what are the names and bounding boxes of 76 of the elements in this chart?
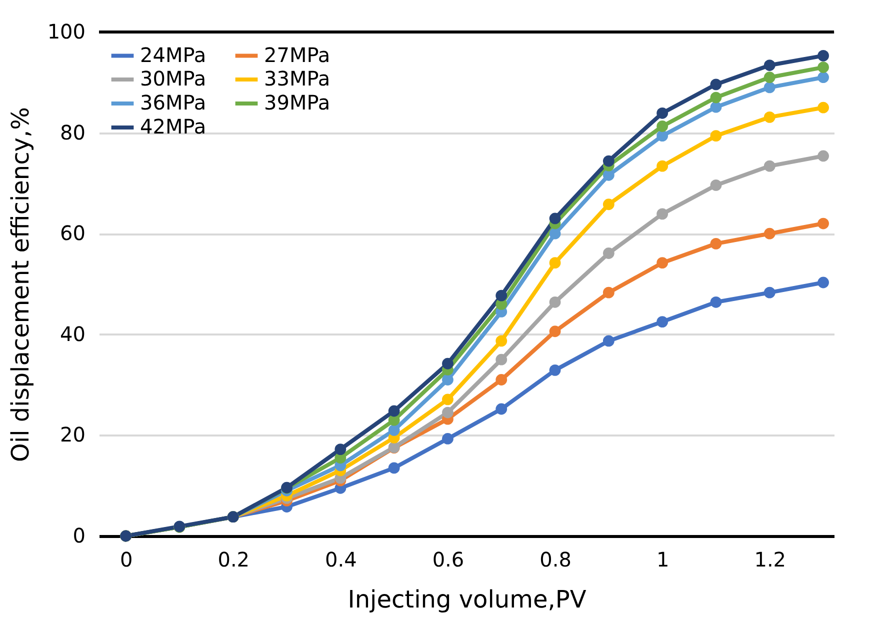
y-tick-label: 80 — [60, 120, 86, 144]
point — [496, 335, 508, 347]
x-tick-label: 0.4 — [325, 548, 357, 572]
point — [764, 60, 776, 71]
point — [656, 120, 668, 132]
point — [710, 130, 722, 142]
point — [656, 107, 668, 119]
point — [656, 208, 668, 220]
x-tick-label: 0 — [120, 548, 133, 572]
point — [549, 364, 561, 376]
point — [442, 358, 454, 370]
point — [710, 101, 722, 113]
x-tick-label: 0.6 — [432, 548, 464, 572]
point — [710, 296, 722, 308]
point — [764, 286, 776, 298]
x-tick-label: 1.2 — [754, 548, 786, 572]
y-tick-label: 100 — [47, 20, 86, 44]
legend-label: 27MPa — [264, 42, 330, 67]
point — [602, 155, 614, 167]
point — [764, 82, 776, 94]
x-tick-label: 0.2 — [218, 548, 250, 572]
point — [818, 276, 829, 288]
point — [388, 405, 400, 417]
point — [710, 238, 722, 250]
point — [602, 169, 614, 181]
point — [818, 102, 829, 114]
y-tick-label: 0 — [72, 524, 86, 548]
point — [334, 444, 346, 455]
point — [656, 257, 668, 269]
point — [710, 180, 722, 191]
legend-label: 30MPa — [140, 66, 206, 90]
y-tick-label: 60 — [60, 221, 86, 246]
point — [818, 62, 829, 73]
point — [442, 406, 454, 418]
x-tick-label: 0.8 — [540, 548, 572, 572]
y-tick-label: 20 — [60, 422, 86, 447]
point — [818, 218, 829, 230]
point — [656, 130, 668, 142]
point — [496, 290, 508, 302]
point — [496, 374, 508, 386]
point — [549, 257, 561, 269]
point — [549, 326, 561, 338]
point — [764, 72, 776, 84]
x-tick-label: 1 — [656, 548, 670, 572]
legend-label: 39MPa — [264, 90, 330, 114]
point — [496, 354, 508, 366]
point — [388, 462, 400, 474]
point — [549, 296, 561, 308]
point — [496, 403, 508, 415]
point — [388, 424, 400, 436]
legend-label: 24MPa — [140, 42, 206, 67]
legend-label: 36MPa — [140, 90, 206, 114]
point — [442, 433, 454, 444]
point — [442, 374, 454, 386]
point — [602, 335, 614, 347]
point — [602, 198, 614, 210]
point — [710, 92, 722, 104]
point — [764, 228, 776, 240]
point — [549, 228, 561, 240]
point — [818, 72, 829, 84]
point — [442, 394, 454, 406]
point — [602, 286, 614, 298]
point — [764, 160, 776, 172]
point — [549, 212, 561, 224]
y-axis-title: Oil displacement efficiency,% — [6, 107, 34, 462]
point — [656, 316, 668, 328]
legend-label: 42MPa — [140, 114, 206, 138]
point — [656, 160, 668, 172]
point — [710, 78, 722, 90]
point — [818, 150, 829, 162]
y-tick-label: 40 — [60, 322, 86, 346]
point — [764, 111, 776, 123]
point — [818, 50, 829, 62]
x-axis-title: Injecting volume,PV — [348, 586, 587, 614]
point — [602, 248, 614, 259]
legend-label: 33MPa — [264, 66, 330, 90]
